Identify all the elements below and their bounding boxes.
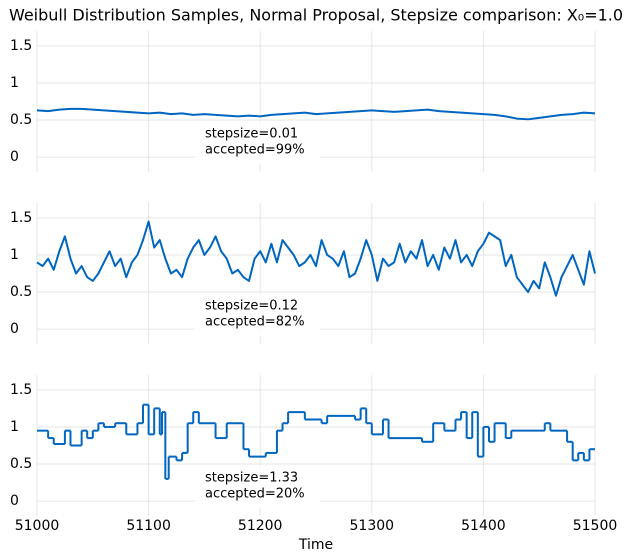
y-tick-label: 1.5 [10,210,32,226]
y-tick-label: 1 [10,419,19,435]
annotation-box [195,466,320,508]
y-tick-label: 0.5 [10,284,32,300]
annotation-text: stepsize=0.12 [205,299,298,314]
x-axis-label: Time [298,537,333,553]
figure-title: Weibull Distribution Samples, Normal Pro… [9,6,623,25]
series-line [36,107,596,121]
annotation-box [195,122,320,164]
annotation-text: accepted=20% [205,487,305,502]
y-tick-label: 0.5 [10,456,32,472]
annotation-text: accepted=82% [205,315,305,330]
annotation-text: stepsize=1.33 [205,471,298,486]
annotation-text: stepsize=0.01 [205,127,298,142]
y-tick-label: 1 [10,247,19,263]
y-tick-label: 0 [10,321,19,337]
x-tick-label: 51300 [350,518,395,534]
annotation-box [195,294,320,336]
x-tick-label: 51400 [461,518,506,534]
x-tick-label: 51000 [15,518,60,534]
x-tick-label: 51200 [238,518,283,534]
y-tick-label: 1.5 [10,382,32,398]
series-line [36,220,596,297]
y-tick-label: 1.5 [10,38,32,54]
annotation-text: accepted=99% [205,143,305,158]
y-tick-label: 0 [10,493,19,509]
y-tick-label: 1 [10,75,19,91]
y-tick-label: 0 [10,149,19,165]
y-tick-label: 0.5 [10,112,32,128]
x-tick-label: 51500 [573,518,618,534]
x-tick-label: 51100 [126,518,171,534]
